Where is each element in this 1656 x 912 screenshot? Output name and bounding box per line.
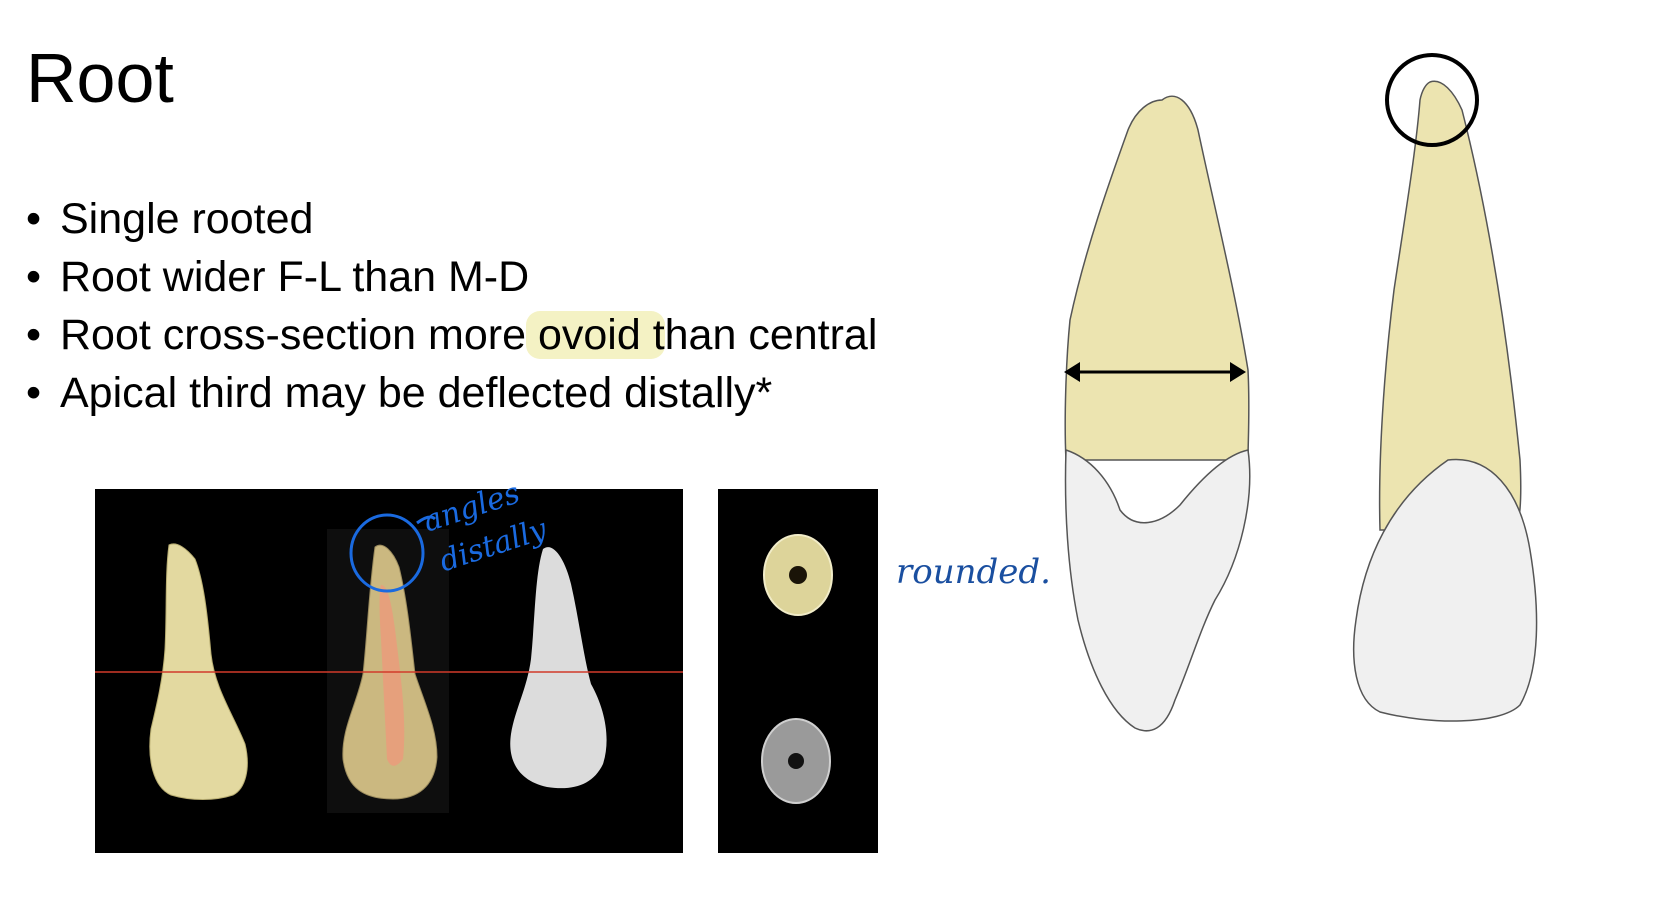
bullet-text: Root wider F-L than M-D	[60, 253, 530, 301]
tooth-photo-radiograph	[510, 547, 607, 789]
tooth-photo-panel	[95, 489, 683, 853]
tooth-photos	[95, 513, 683, 813]
crown-illustration-right	[1352, 458, 1538, 722]
arrowhead-left	[1064, 362, 1080, 382]
bullet-item: • Root cross-section more ovoid than cent…	[26, 311, 878, 359]
bullet-item: • Root wider F-L than M-D	[26, 253, 530, 301]
highlighted-text: ovoid t	[526, 311, 665, 359]
annotation-stroke	[416, 515, 437, 525]
bullet-item: • Apical third may be deflected distally*	[26, 369, 773, 417]
bullet-text: han central	[664, 311, 878, 359]
pulp-dot	[788, 753, 804, 769]
bullet-item: • Single rooted	[26, 195, 314, 243]
pulp-canal	[379, 585, 405, 766]
pulp-dot	[789, 566, 807, 584]
root-illustration-left	[1064, 95, 1250, 461]
annotation-rounded: rounded.	[896, 552, 1051, 592]
tooth-illustrations	[1064, 53, 1538, 732]
root-illustration-right	[1378, 80, 1522, 531]
apex-highlight-circle	[1385, 53, 1479, 147]
bullet-list: • Single rooted • Root wider F-L than M-D …	[26, 190, 877, 422]
bullet-text: Single rooted	[60, 195, 314, 243]
apex-circle-annotation	[349, 513, 425, 593]
arrowhead-right	[1230, 362, 1246, 382]
slide-title: Root	[26, 39, 174, 117]
crown-illustration-left	[1064, 448, 1251, 732]
cross-section-images	[761, 534, 833, 804]
cross-section-panel	[718, 489, 878, 853]
bullet-text: Apical third may be deflected distally*	[60, 369, 773, 417]
bullet-text: Root cross-section more	[60, 311, 526, 359]
